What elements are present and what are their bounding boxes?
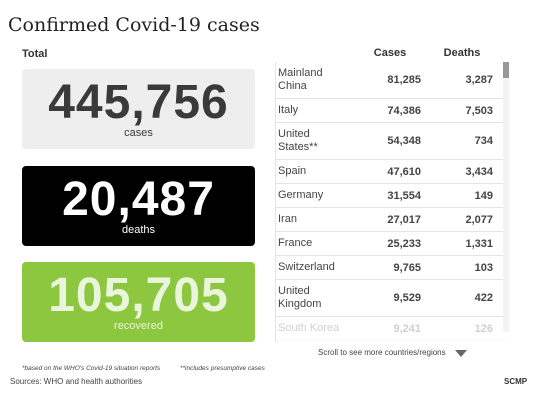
cases: 81,285 [387,74,421,86]
deaths: 734 [474,135,493,147]
number: 445,756 [48,76,229,129]
deaths: 149 [474,189,493,202]
country: France [278,237,313,249]
deaths: 1,331 [465,237,493,250]
country: United States** [278,128,318,153]
cases: 31,554 [387,189,421,202]
table-row: Italy 74,386 7,503 [276,99,506,123]
deaths: 7,503 [465,104,493,117]
column-header: Deaths [443,47,481,59]
deaths: 2,077 [465,213,493,226]
deaths: 422 [474,292,493,304]
deaths: 3,434 [465,165,493,178]
scrollbar[interactable] [503,62,509,332]
scroll-arrow[interactable] [455,350,467,357]
title: Confirmed Covid-19 cases [8,14,260,36]
cases: 9,529 [393,292,421,304]
country: Spain [278,165,307,177]
country: Switzerland [278,261,335,273]
table-row: France 25,233 1,331 [276,232,506,256]
recovered-box: 105,705 recovered [22,262,255,342]
deaths: 126 [474,322,493,335]
country: South Korea [278,322,340,334]
label: cases [124,127,153,139]
table-row: United Kingdom 9,529 422 [276,280,506,317]
country: United Kingdom [278,285,322,310]
table-row: Mainland China 81,285 3,287 [276,62,506,99]
column-header: Cases [373,47,407,59]
deaths: 103 [474,261,493,274]
country: Germany [278,189,324,201]
table-row: Germany 31,554 149 [276,184,506,208]
brand: SCMP [504,377,528,386]
table-row: South Korea 9,241 126 [276,317,506,341]
table-row: Spain 47,610 3,434 [276,160,506,184]
table-body[interactable]: Mainland China 81,285 3,287 Italy 74,386 7,50… [275,62,506,342]
country: Mainland China [278,67,323,92]
country: Iran [278,213,297,225]
footnote: *based on the WHO's Covid-19 situation r… [22,365,161,372]
country: Italy [278,104,299,116]
cases: 9,241 [393,322,421,335]
cases: 25,233 [387,237,421,250]
total-label: Total [22,48,48,60]
footnote: **includes presumptive cases [180,365,265,372]
scroll-hint: Scroll to see more countries/regions [318,348,446,357]
cases: 9,765 [393,261,421,274]
deaths-box: 20,487 deaths [22,166,255,246]
cases-box: 445,756 cases [22,69,255,149]
cases: 27,017 [387,213,421,226]
sources: Sources: WHO and health authorities [10,377,143,386]
table-row: Iran 27,017 2,077 [276,208,506,232]
table-row: Switzerland 9,765 103 [276,256,506,280]
cases: 54,348 [387,135,421,147]
table-row: United States** 54,348 734 [276,123,506,160]
number: 105,705 [48,269,229,322]
table-header: Cases Deaths [275,47,505,61]
number: 20,487 [62,173,215,226]
cases: 74,386 [387,104,421,117]
label: deaths [121,224,156,236]
scroll-thumb[interactable] [503,62,509,78]
label: recovered [114,320,163,332]
cases: 47,610 [387,165,421,178]
deaths: 3,287 [465,74,493,86]
